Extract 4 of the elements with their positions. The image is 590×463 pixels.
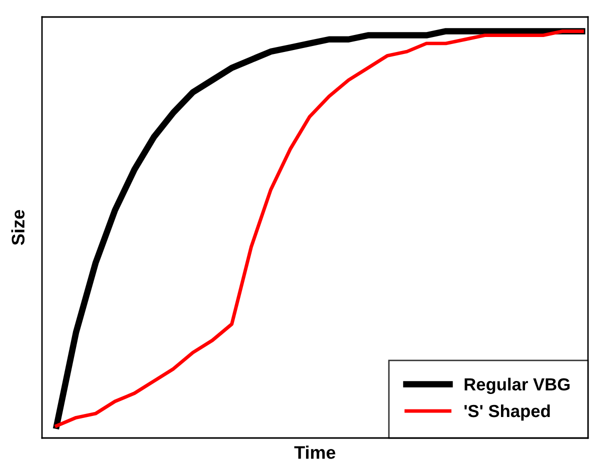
x-axis-title: Time [294, 446, 336, 459]
legend-label: 'S' Shaped [464, 404, 550, 421]
legend-label: Regular VBG [464, 378, 570, 394]
y-axis-title: Size [11, 210, 25, 246]
